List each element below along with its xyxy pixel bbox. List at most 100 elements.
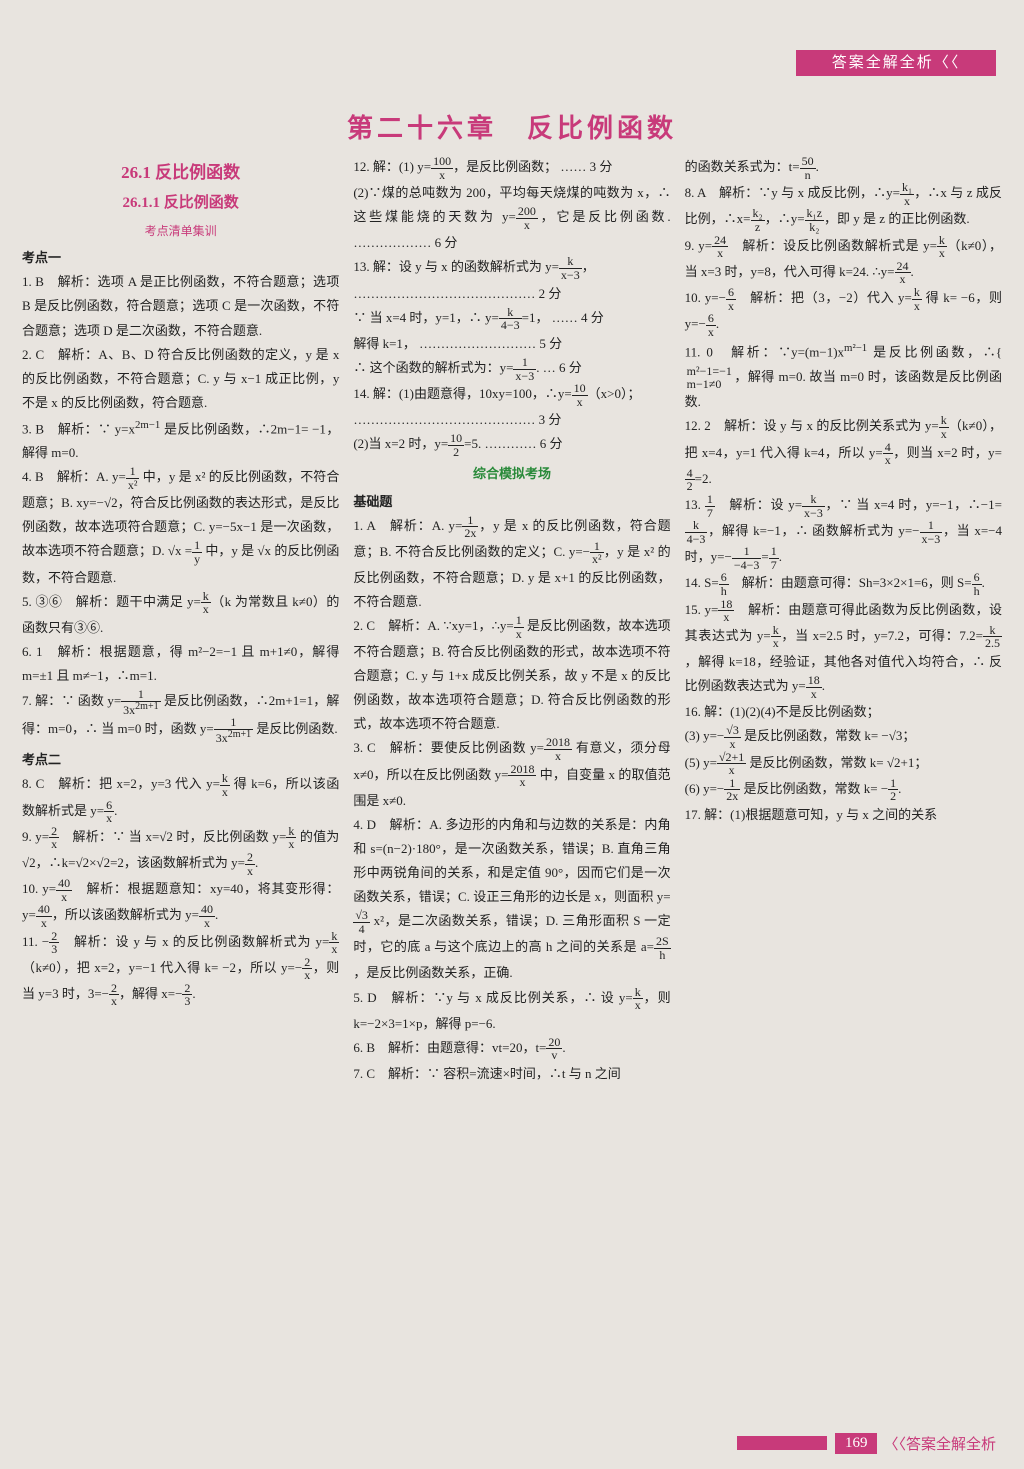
kaodian-1: 考点一	[22, 246, 339, 270]
c16b: (3) y=−√3x 是反比例函数，常数 k= −√3；	[685, 724, 1002, 750]
t: ，∵ 当 x=4 时，y=−1，∴−1=	[825, 497, 1002, 512]
c8: 8. A 解析：∵y 与 x 成反比例，∴y=k₁x，∴x 与 z 成反比例，∴…	[685, 181, 1002, 233]
t: ，∴y=	[765, 211, 805, 226]
t: =2.	[695, 471, 712, 486]
footer: 169 〈〈答案全解全析	[737, 1431, 996, 1455]
q6: 6. 1 解析：根据题意，得 m²−2=−1 且 m+1≠0，解得 m=±1 且…	[22, 640, 339, 688]
t: 15. y=	[685, 602, 719, 617]
c7: 的函数关系式为：t=50n.	[685, 155, 1002, 181]
q13f: 解得 k=1， ……………………… 5 分	[353, 332, 670, 356]
c10: 10. y=−6x 解析：把（3，−2）代入 y=kx 得 k= −6，则 y=…	[685, 286, 1002, 338]
t: 13.	[685, 497, 705, 512]
b7: 7. C 解析：∵ 容积=流速×时间，∴t 与 n 之间	[353, 1062, 670, 1086]
t: 10. y=	[22, 881, 56, 896]
t: .	[816, 159, 819, 174]
t: ，当 x=2.5 时，y=7.2，可得：7.2=	[781, 628, 983, 643]
t: 10. y=−	[685, 290, 726, 305]
footer-bar	[737, 1436, 827, 1450]
c17: 17. 解：(1)根据题意可知，y 与 x 之间的关系	[685, 803, 1002, 827]
t: (3) y=−	[685, 728, 725, 743]
q9: 9. y=2x 解析：∵ 当 x=√2 时，反比例函数 y=kx 的值为 √2，…	[22, 825, 339, 877]
t: 6. B 解析：由题意得：vt=20，t=	[353, 1040, 546, 1055]
t: 是反比例函数，常数 k= √2+1；	[746, 755, 927, 770]
t: 解析：设反比例函数解析式是 y=	[728, 238, 937, 253]
q4: 4. B 解析：A. y=1x² 中，y 是 x² 的反比例函数，不符合题意；B…	[22, 465, 339, 590]
t: 3. B 解析：∵ y=x	[22, 421, 135, 436]
t: ，是反比例函数关系，正确.	[353, 965, 512, 980]
q5: 5. ③⑥ 解析：题干中满足 y=kx（k 为常数且 k≠0）的函数只有③⑥.	[22, 590, 339, 640]
t: ，则当 x=2 时，y=	[893, 445, 1002, 460]
t: 13. 解：设 y 与 x 的函数解析式为 y=	[353, 260, 559, 275]
section-title: 26.1 反比例函数	[22, 157, 339, 188]
t: （k≠0），把 x=2，y=−1 代入得 k= −2，所以 y=−	[22, 960, 302, 975]
t: 4. B 解析：A. y=	[22, 469, 126, 484]
t: 是反比例函数，常数 k= −√3；	[741, 728, 916, 743]
b1: 1. A 解析：A. y=12x，y 是 x 的反比例函数，符合题意；B. 不符…	[353, 514, 670, 614]
t: ，	[582, 260, 595, 275]
t: .	[716, 316, 719, 331]
t: (5) y=	[685, 755, 717, 770]
q10: 10. y=40x 解析：根据题意知：xy=40，将其变形得：y=40x，所以该…	[22, 877, 339, 929]
t: 1. A 解析：A. y=	[353, 518, 462, 533]
q13c: …………………………………… 2 分	[353, 282, 670, 306]
q7: 7. 解：∵ 函数 y=13x2m+1 是反比例函数，∴2m+1=1，解得：m=…	[22, 688, 339, 744]
t: .	[255, 855, 258, 870]
t: 解析：设 y 与 x 的反比例函数解析式为 y=	[59, 934, 329, 949]
q12: 12. 解：(1) y=100x，是反比例函数； …… 3 分	[353, 155, 670, 181]
c16f: (6) y=−12x 是反比例函数，常数 k= −12.	[685, 777, 1002, 803]
t: 解析：设 y=	[715, 497, 802, 512]
t: (6) y=−	[685, 781, 725, 796]
t: ，解得 x=−	[119, 986, 182, 1001]
t: .	[562, 1040, 565, 1055]
content-columns: 26.1 反比例函数 26.1.1 反比例函数 考点清单集训 考点一 1. B …	[22, 155, 1002, 1086]
t: （x>0）；	[588, 386, 641, 401]
column-3: 的函数关系式为：t=50n. 8. A 解析：∵y 与 x 成反比例，∴y=k₁…	[685, 155, 1002, 1086]
t: 12. 解：(1) y=	[353, 159, 431, 174]
t: 11. −	[22, 934, 49, 949]
c16d: (5) y=√2+1x 是反比例函数，常数 k= √2+1；	[685, 751, 1002, 777]
t: 解析：∵ 当 x=√2 时，反比例函数 y=	[59, 829, 286, 844]
c11: 11. 0 解析：∵y=(m−1)xm²−1 是反比例函数，∴{m²−1=−1m…	[685, 338, 1002, 414]
t: .	[898, 781, 901, 796]
b4: 4. D 解析：A. 多边形的内角和与边数的关系是：内角和 s=(n−2)·18…	[353, 813, 670, 986]
t: .	[114, 803, 117, 818]
t: 4. D 解析：A. 多边形的内角和与边数的关系是：内角和 s=(n−2)·18…	[353, 817, 670, 904]
t: .	[822, 678, 825, 693]
t: ，解得 k=−1，∴ 函数解析式为 y=−	[707, 523, 919, 538]
q11: 11. −23 解析：设 y 与 x 的反比例函数解析式为 y=kx（k≠0），…	[22, 930, 339, 1009]
t: (2)当 x=2 时，y=	[353, 436, 448, 451]
footer-text: 〈〈答案全解全析	[883, 1433, 996, 1454]
t: .	[982, 576, 985, 591]
b2: 2. C 解析：A. ∵xy=1，∴y=1x 是反比例函数，故本选项不符合题意；…	[353, 614, 670, 736]
t: 是反比例函数，故本选项不符合题意；B. 符合反比例函数的形式，故本选项不符合题意…	[353, 618, 670, 731]
t: ，是反比例函数； …… 3 分	[453, 159, 612, 174]
section-tiny: 考点清单集训	[22, 220, 339, 242]
q8: 8. C 解析：把 x=2，y=3 代入 y=kx 得 k=6，所以该函数解析式…	[22, 772, 339, 824]
q2: 2. C 解析：A、B、D 符合反比例函数的定义，y 是 x 的反比例函数，不符…	[22, 343, 339, 415]
t: 是反比例函数，∴	[867, 345, 995, 360]
t: 5. D 解析：∵y 与 x 成反比例关系，∴ 设 y=	[353, 990, 632, 1005]
q13d: ∵ 当 x=4 时，y=1，∴ y=k4−3=1， …… 4 分	[353, 306, 670, 332]
t: 9. y=	[22, 829, 49, 844]
t: 的函数关系式为：t=	[685, 159, 800, 174]
t: .	[215, 907, 218, 922]
t: 是反比例函数.	[253, 721, 338, 736]
q14: 14. 解：(1)由题意得，10xy=100，∴y=10x（x>0）；	[353, 382, 670, 408]
c12: 12. 2 解析：设 y 与 x 的反比例关系式为 y=kx（k≠0），把 x=…	[685, 414, 1002, 493]
c16a: 16. 解：(1)(2)(4)不是反比例函数；	[685, 700, 1002, 724]
jichu-title: 基础题	[353, 490, 670, 514]
t: 解析：由题意可得：Sh=3×2×1=6，则 S=	[729, 576, 972, 591]
t: 8. C 解析：把 x=2，y=3 代入 y=	[22, 776, 220, 791]
t: . … 6 分	[536, 360, 582, 375]
t: x²，是二次函数关系，错误；D. 三角形面积 S 一定时，它的底 a 与这个底边…	[353, 913, 670, 954]
q12-2: (2)∵煤的总吨数为 200，平均每天烧煤的吨数为 x，∴ 这些煤能烧的天数为 …	[353, 181, 670, 255]
t: ，即 y 是 z 的正比例函数.	[824, 211, 970, 226]
q3: 3. B 解析：∵ y=x2m−1 是反比例函数，∴2m−1= −1，解得 m=…	[22, 415, 339, 465]
t: 7. 解：∵ 函数 y=	[22, 693, 121, 708]
t: 2. C 解析：A. ∵xy=1，∴y=	[353, 618, 513, 633]
kaodian-2: 考点二	[22, 748, 339, 772]
chapter-title: 第二十六章 反比例函数	[0, 108, 1024, 145]
q13: 13. 解：设 y 与 x 的函数解析式为 y=kx−3，	[353, 255, 670, 281]
t: 是反比例函数，常数 k= −	[740, 781, 888, 796]
c13: 13. 17 解析：设 y=kx−3，∵ 当 x=4 时，y=−1，∴−1=k4…	[685, 493, 1002, 572]
